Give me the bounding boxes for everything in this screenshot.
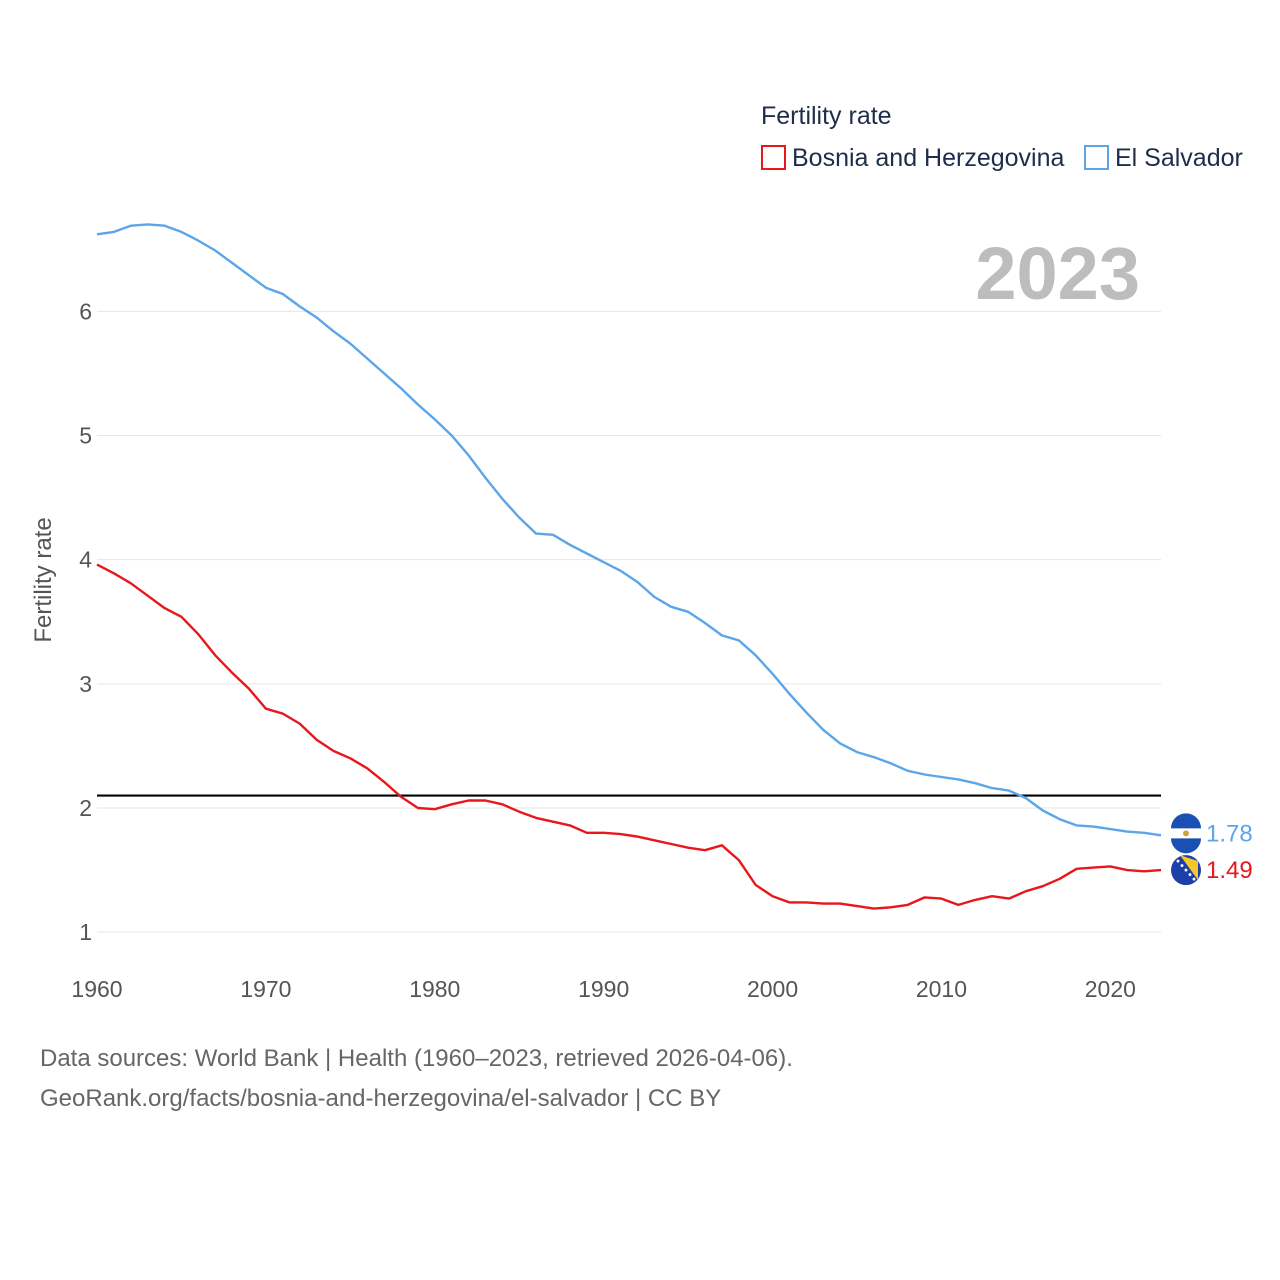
y-tick-label: 4 bbox=[79, 547, 92, 573]
y-axis: 1 2 3 4 5 6 bbox=[79, 298, 92, 945]
x-tick-label: 1990 bbox=[578, 976, 629, 1002]
legend[interactable]: Fertility rate Bosnia and Herzegovina El… bbox=[761, 102, 1243, 172]
x-tick-label: 1960 bbox=[71, 976, 122, 1002]
y-tick-label: 1 bbox=[79, 919, 92, 945]
x-tick-label: 1970 bbox=[240, 976, 291, 1002]
data-source-note: Data sources: World Bank | Health (1960–… bbox=[40, 1045, 793, 1072]
x-tick-label: 2010 bbox=[916, 976, 967, 1002]
y-tick-label: 6 bbox=[79, 298, 92, 324]
legend-label-el-salvador: El Salvador bbox=[1115, 144, 1243, 172]
series-line-el-salvador bbox=[96, 223, 1162, 837]
source-url[interactable]: GeoRank.org/facts/bosnia-and-herzegovina… bbox=[40, 1085, 722, 1112]
legend-item-el-salvador[interactable]: El Salvador bbox=[1084, 144, 1243, 172]
legend-swatch-bosnia bbox=[761, 145, 786, 170]
x-axis: 1960 1970 1980 1990 2000 2010 2020 bbox=[71, 976, 1136, 1002]
y-tick-label: 3 bbox=[79, 671, 92, 697]
x-tick-label: 1980 bbox=[409, 976, 460, 1002]
legend-item-bosnia[interactable]: Bosnia and Herzegovina bbox=[761, 144, 1064, 172]
series-lines bbox=[96, 223, 1162, 910]
legend-label-bosnia: Bosnia and Herzegovina bbox=[792, 144, 1064, 172]
x-tick-label: 2020 bbox=[1085, 976, 1136, 1002]
legend-swatch-el-salvador bbox=[1084, 145, 1109, 170]
end-markers: 1.49 1.78 bbox=[1171, 813, 1253, 886]
x-tick-label: 2000 bbox=[747, 976, 798, 1002]
flag-icon-bosnia-and-herzegovina bbox=[1171, 855, 1201, 886]
year-label: 2023 bbox=[975, 232, 1140, 315]
flag-icon-el-salvador bbox=[1171, 813, 1201, 854]
legend-title: Fertility rate bbox=[761, 102, 892, 130]
series-line-bosnia-and-herzegovina bbox=[96, 563, 1162, 910]
grid-lines bbox=[97, 310, 1161, 933]
y-tick-label: 5 bbox=[79, 423, 92, 449]
end-value-label-bosnia-and-herzegovina: 1.49 bbox=[1206, 857, 1253, 884]
y-tick-label: 2 bbox=[79, 795, 92, 821]
y-axis-title: Fertility rate bbox=[30, 517, 57, 642]
end-value-label-el-salvador: 1.78 bbox=[1206, 820, 1253, 847]
